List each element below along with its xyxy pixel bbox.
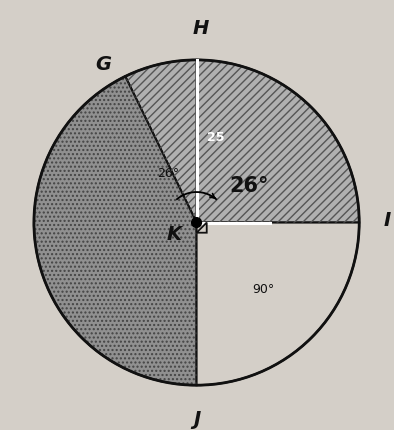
Wedge shape — [197, 223, 359, 385]
Text: H: H — [192, 18, 209, 37]
Wedge shape — [197, 60, 359, 223]
Text: 90°: 90° — [252, 283, 274, 296]
Text: J: J — [193, 410, 200, 429]
Text: G: G — [95, 55, 111, 74]
Wedge shape — [34, 77, 197, 385]
Text: 26°: 26° — [229, 176, 269, 196]
Text: K: K — [167, 225, 182, 244]
Text: 25: 25 — [207, 132, 224, 144]
Wedge shape — [125, 60, 197, 223]
Text: 26°: 26° — [157, 167, 179, 180]
Circle shape — [191, 218, 201, 227]
Text: I: I — [384, 211, 391, 230]
